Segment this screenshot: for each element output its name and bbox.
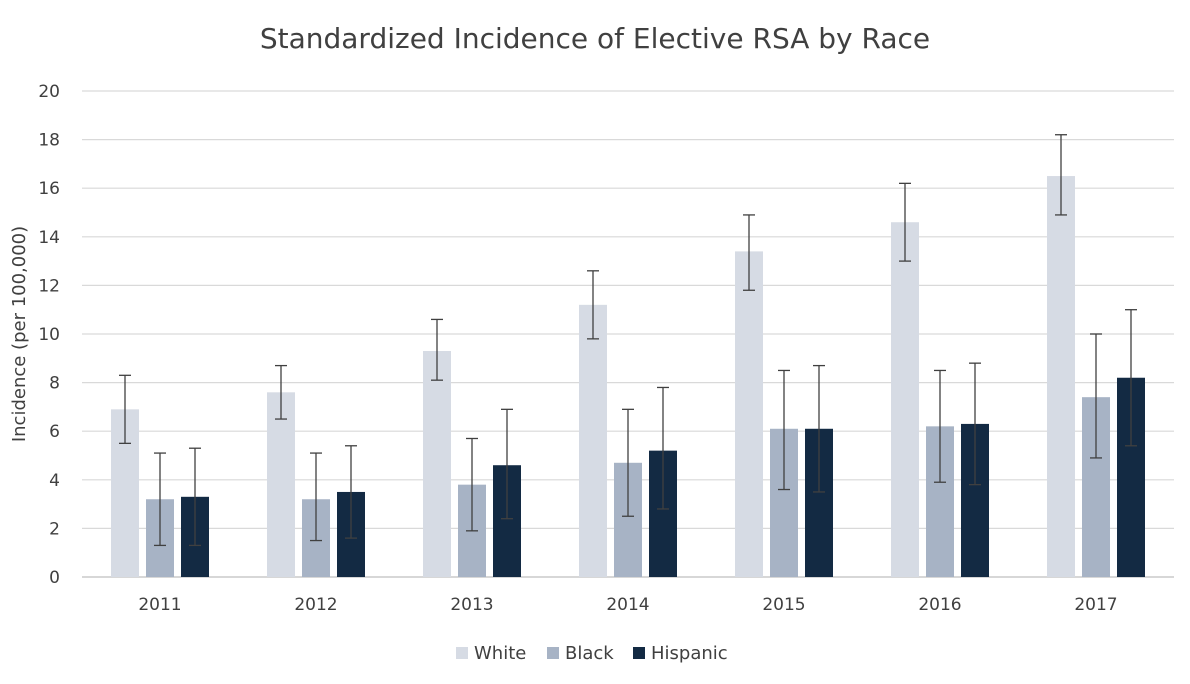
chart-title: Standardized Incidence of Elective RSA b… — [259, 22, 931, 55]
y-tick-label: 12 — [38, 276, 60, 296]
y-axis-ticks: 0 2 4 6 8 10 12 14 16 18 20 — [38, 82, 60, 588]
error-bar-white-2013 — [431, 318, 443, 381]
x-tick-label: 2012 — [294, 595, 337, 615]
y-axis-title: Incidence (per 100,000) — [9, 226, 30, 442]
error-bar-black-2014 — [622, 408, 634, 517]
error-bar-white-2016 — [899, 182, 911, 262]
y-tick-label: 6 — [49, 422, 60, 442]
x-tick-label: 2014 — [606, 595, 649, 615]
error-bar-hispanic-2017 — [1125, 309, 1137, 447]
y-tick-label: 0 — [49, 568, 60, 588]
error-bar-hispanic-2012 — [345, 445, 357, 539]
error-bar-hispanic-2016 — [969, 362, 981, 486]
legend-swatch — [547, 647, 559, 659]
error-bar-black-2011 — [154, 452, 166, 547]
legend-item-white: White — [456, 643, 526, 664]
x-tick-label: 2013 — [450, 595, 493, 615]
y-tick-label: 14 — [38, 228, 60, 248]
legend-swatch — [456, 647, 468, 659]
error-bar-white-2015 — [743, 214, 755, 291]
y-tick-label: 20 — [38, 82, 60, 102]
bar-white-2015 — [735, 251, 763, 577]
error-bar-white-2011 — [119, 374, 131, 445]
y-tick-label: 10 — [38, 325, 60, 345]
legend: White Black Hispanic — [456, 643, 728, 664]
x-tick-label: 2011 — [138, 595, 181, 615]
legend-swatch — [633, 647, 645, 659]
error-bar-black-2013 — [466, 437, 478, 532]
bar-white-2012 — [267, 392, 295, 577]
error-bars — [119, 134, 1137, 547]
error-bar-hispanic-2015 — [813, 364, 825, 493]
y-tick-label: 4 — [49, 471, 60, 491]
error-bar-white-2014 — [587, 270, 599, 340]
bars — [111, 176, 1145, 578]
y-tick-label: 2 — [49, 519, 60, 539]
bar-white-2013 — [423, 351, 451, 577]
y-tick-label: 8 — [49, 374, 60, 394]
y-tick-label: 16 — [38, 179, 60, 199]
error-bar-hispanic-2011 — [189, 447, 201, 547]
error-bar-black-2012 — [310, 452, 322, 542]
x-tick-label: 2015 — [762, 595, 805, 615]
error-bar-white-2012 — [275, 364, 287, 420]
x-tick-label: 2017 — [1074, 595, 1117, 615]
error-bar-black-2017 — [1090, 333, 1102, 459]
error-bar-hispanic-2013 — [501, 408, 513, 520]
y-tick-label: 18 — [38, 131, 60, 151]
bar-white-2017 — [1047, 176, 1075, 578]
legend-label: White — [474, 643, 526, 664]
bar-white-2014 — [579, 304, 607, 577]
x-axis-ticks: 2011 2012 2013 2014 2015 2016 2017 — [138, 595, 1117, 615]
error-bar-white-2017 — [1055, 134, 1067, 216]
legend-item-hispanic: Hispanic — [633, 643, 728, 664]
error-bar-black-2016 — [934, 369, 946, 483]
legend-label: Black — [565, 643, 614, 664]
legend-label: Hispanic — [651, 643, 728, 664]
x-tick-label: 2016 — [918, 595, 961, 615]
error-bar-black-2015 — [778, 369, 790, 491]
error-bar-hispanic-2014 — [657, 386, 669, 510]
bar-white-2016 — [891, 222, 919, 577]
legend-item-black: Black — [547, 643, 614, 664]
